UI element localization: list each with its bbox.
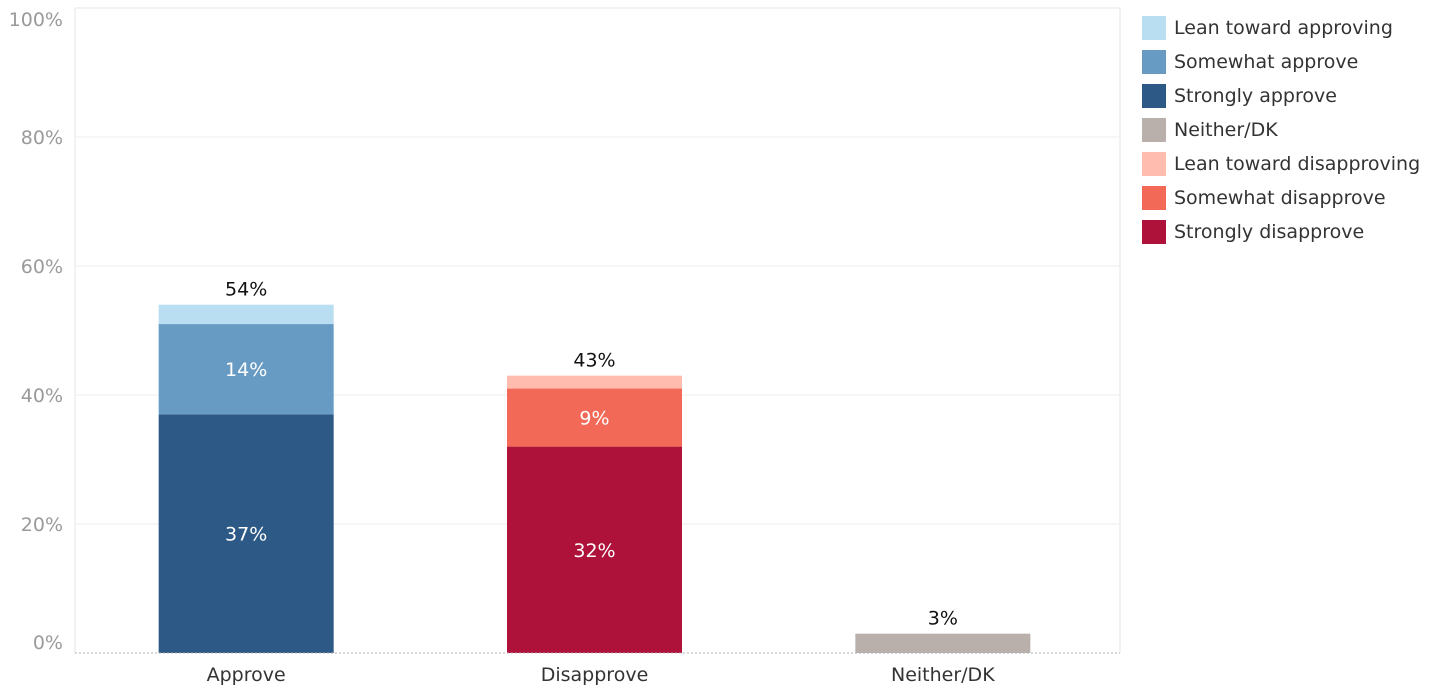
legend-item: Somewhat approve [1142,45,1420,79]
total-value-label: 54% [225,279,267,301]
legend-swatch [1142,84,1166,108]
legend-label: Lean toward approving [1174,17,1393,39]
data-labels: 37% 14% 32% 9% 54% 43% 3% [225,279,958,630]
bar-segment-lean-toward-disapproving [507,375,682,389]
legend-label: Neither/DK [1174,119,1278,141]
total-value-label: 3% [928,608,958,630]
legend-swatch [1142,186,1166,210]
legend-item: Neither/DK [1142,113,1420,147]
legend-item: Lean toward approving [1142,11,1420,45]
y-tick-label: 40% [21,385,63,407]
legend-swatch [1142,16,1166,40]
x-axis: Approve Disapprove Neither/DK [75,652,1120,686]
bar-segment-strongly-disapprove [507,446,682,653]
segment-value-label: 32% [573,540,615,562]
segment-value-label: 37% [225,524,267,546]
segment-value-label: 9% [579,408,609,430]
bar-segment-somewhat-approve [158,324,334,415]
y-tick-label: 0% [33,632,63,654]
x-category-label: Disapprove [541,664,649,686]
x-category-label: Approve [207,664,286,686]
legend-swatch [1142,50,1166,74]
legend-swatch [1142,152,1166,176]
legend-label: Strongly disapprove [1174,221,1365,243]
bar-segment-somewhat-disapprove [507,388,682,447]
legend-item: Somewhat disapprove [1142,181,1420,215]
total-value-label: 43% [573,350,615,372]
segment-value-label: 14% [225,359,267,381]
y-tick-label: 100% [9,9,63,31]
y-tick-label: 80% [21,127,63,149]
bar-segment-strongly-approve [158,414,334,653]
y-tick-label: 20% [21,514,63,536]
legend-label: Somewhat disapprove [1174,187,1386,209]
y-axis: 0% 20% 40% 60% 80% 100% [9,9,63,654]
legend-item: Strongly disapprove [1142,215,1420,249]
legend-item: Lean toward disapproving [1142,147,1420,181]
legend-item: Strongly approve [1142,79,1420,113]
y-tick-label: 60% [21,256,63,278]
bar-segment-lean-toward-approving [158,304,334,325]
legend: Lean toward approving Somewhat approve Str… [1142,11,1420,249]
bars [158,304,1031,653]
bar-segment-neither-dk [855,633,1031,653]
legend-swatch [1142,220,1166,244]
legend-label: Strongly approve [1174,85,1337,107]
legend-label: Lean toward disapproving [1174,153,1421,175]
legend-label: Somewhat approve [1174,51,1359,73]
legend-swatch [1142,118,1166,142]
x-category-label: Neither/DK [891,664,995,686]
